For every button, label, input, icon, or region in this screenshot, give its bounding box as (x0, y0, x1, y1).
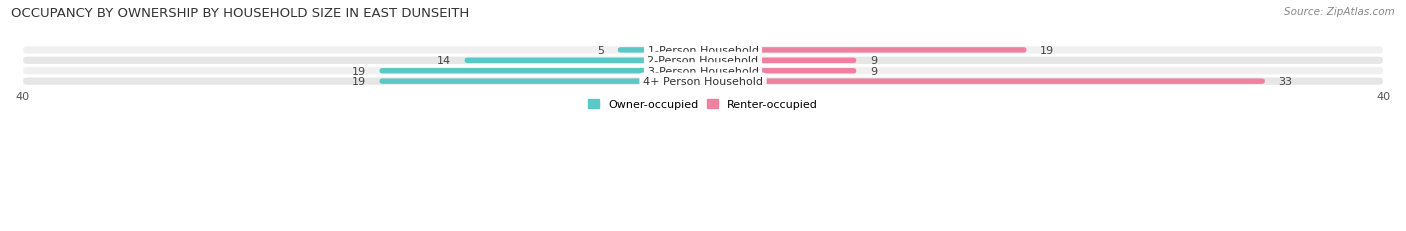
Text: OCCUPANCY BY OWNERSHIP BY HOUSEHOLD SIZE IN EAST DUNSEITH: OCCUPANCY BY OWNERSHIP BY HOUSEHOLD SIZE… (11, 7, 470, 20)
Text: 19: 19 (352, 67, 366, 76)
FancyBboxPatch shape (380, 79, 703, 85)
Text: Source: ZipAtlas.com: Source: ZipAtlas.com (1284, 7, 1395, 17)
FancyBboxPatch shape (703, 69, 856, 74)
Text: 2-Person Household: 2-Person Household (647, 56, 759, 66)
FancyBboxPatch shape (22, 46, 1384, 55)
Text: 5: 5 (598, 46, 605, 56)
FancyBboxPatch shape (22, 56, 1384, 66)
FancyBboxPatch shape (380, 69, 703, 74)
Text: 19: 19 (352, 77, 366, 87)
FancyBboxPatch shape (703, 58, 856, 64)
Text: 9: 9 (870, 56, 877, 66)
Legend: Owner-occupied, Renter-occupied: Owner-occupied, Renter-occupied (588, 99, 818, 110)
FancyBboxPatch shape (617, 48, 703, 53)
FancyBboxPatch shape (464, 58, 703, 64)
Text: 9: 9 (870, 67, 877, 76)
Text: 14: 14 (437, 56, 451, 66)
FancyBboxPatch shape (22, 67, 1384, 76)
Text: 4+ Person Household: 4+ Person Household (643, 77, 763, 87)
Text: 1-Person Household: 1-Person Household (648, 46, 758, 56)
Text: 19: 19 (1040, 46, 1054, 56)
Text: 3-Person Household: 3-Person Household (648, 67, 758, 76)
FancyBboxPatch shape (703, 48, 1026, 53)
Text: 33: 33 (1278, 77, 1292, 87)
FancyBboxPatch shape (22, 77, 1384, 86)
FancyBboxPatch shape (703, 79, 1265, 85)
